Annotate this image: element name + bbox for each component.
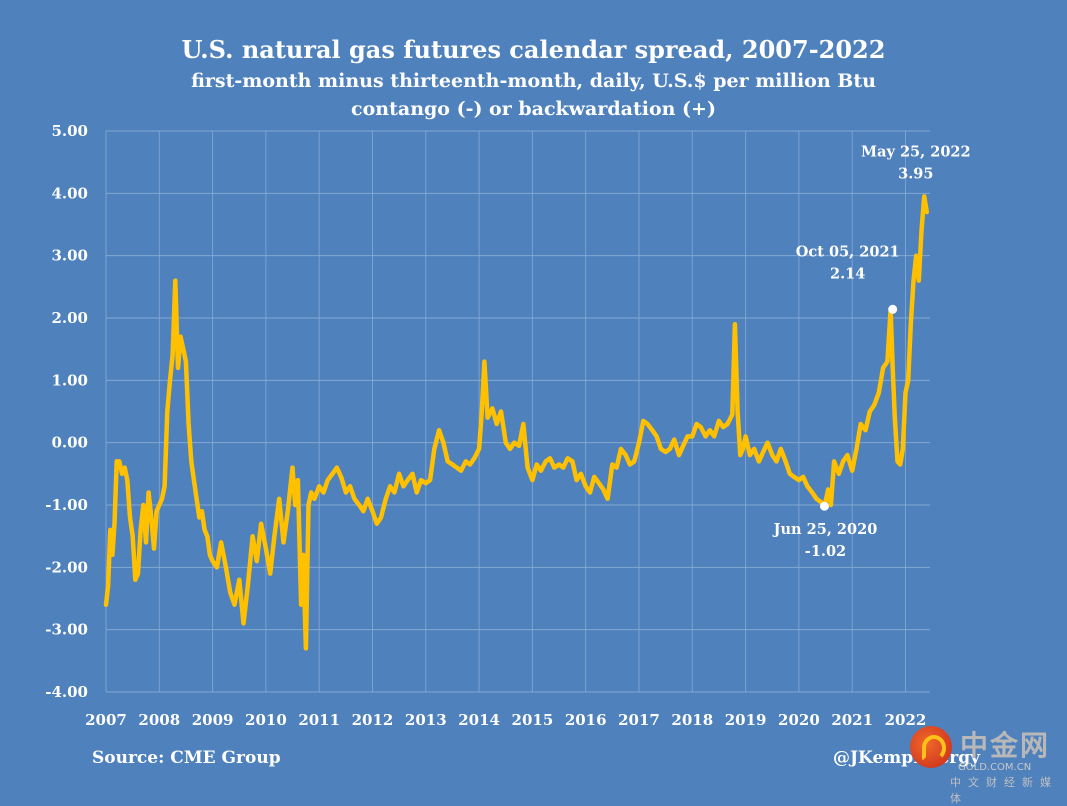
x-tick-label: 2015 bbox=[512, 711, 554, 729]
y-tick-label: -1.00 bbox=[45, 496, 88, 514]
chart-subtitle-units: first-month minus thirteenth-month, dail… bbox=[191, 70, 876, 92]
x-tick-label: 2014 bbox=[458, 711, 500, 729]
y-axis-ticks: 5.00 4.00 3.00 2.00 1.00 0.00 -1.00 -2.00 -3.00 -… bbox=[45, 122, 88, 701]
watermark-url: GOLD.COM.CN bbox=[958, 762, 1032, 773]
x-tick-label: 2020 bbox=[778, 711, 820, 729]
annotation: Oct 05, 2021 2.14 bbox=[796, 243, 900, 314]
y-tick-label: 1.00 bbox=[51, 371, 88, 389]
annotation-value: 2.14 bbox=[830, 265, 865, 282]
x-tick-label: 2017 bbox=[618, 711, 660, 729]
annotations-layer: May 25, 2022 3.95 Oct 05, 2021 2.14 Jun 25, … bbox=[772, 143, 971, 560]
annotation: Jun 25, 2020 -1.02 bbox=[772, 501, 878, 560]
annotation-marker bbox=[819, 501, 829, 511]
source-label: Source: CME Group bbox=[92, 748, 281, 768]
annotation-date: Jun 25, 2020 bbox=[772, 521, 878, 538]
y-tick-label: 3.00 bbox=[51, 247, 88, 265]
series-line bbox=[103, 194, 930, 651]
x-tick-label: 2009 bbox=[192, 711, 234, 729]
x-tick-label: 2019 bbox=[725, 711, 767, 729]
x-tick-label: 2011 bbox=[298, 711, 340, 729]
x-tick-label: 2010 bbox=[245, 711, 287, 729]
x-tick-label: 2008 bbox=[138, 711, 180, 729]
x-tick-label: 2012 bbox=[352, 711, 394, 729]
series-layer bbox=[103, 194, 930, 651]
annotation-marker bbox=[888, 304, 898, 314]
y-tick-label: 2.00 bbox=[51, 309, 88, 327]
y-tick-label: 4.00 bbox=[51, 184, 88, 202]
x-tick-label: 2018 bbox=[671, 711, 713, 729]
x-tick-label: 2007 bbox=[85, 711, 127, 729]
watermark-logo-icon bbox=[910, 726, 952, 768]
y-tick-label: 0.00 bbox=[51, 434, 88, 452]
watermark: 中金网 GOLD.COM.CN 中文财经新媒体 bbox=[908, 726, 1058, 805]
y-tick-label: -4.00 bbox=[45, 683, 88, 701]
x-axis-ticks: 2007 2008 2009 2010 2011 2012 2013 2014 2015 2016… bbox=[85, 711, 926, 729]
annotation-date: May 25, 2022 bbox=[861, 143, 971, 160]
y-tick-label: -3.00 bbox=[45, 621, 88, 639]
chart-title: U.S. natural gas futures calendar spread… bbox=[181, 35, 886, 64]
x-tick-label: 2021 bbox=[831, 711, 873, 729]
watermark-name: 中金网 bbox=[960, 729, 1051, 762]
x-tick-label: 2022 bbox=[885, 711, 927, 729]
watermark-tagline: 中文财经新媒体 bbox=[950, 776, 1058, 805]
annotation-value: 3.95 bbox=[898, 165, 933, 182]
grid-lines bbox=[105, 130, 930, 693]
chart-subtitle-legend: contango (-) or backwardation (+) bbox=[351, 98, 716, 120]
annotation: May 25, 2022 3.95 bbox=[861, 143, 971, 182]
y-tick-label: -2.00 bbox=[45, 558, 88, 576]
x-tick-label: 2016 bbox=[565, 711, 607, 729]
annotation-date: Oct 05, 2021 bbox=[796, 243, 900, 260]
x-tick-label: 2013 bbox=[405, 711, 447, 729]
annotation-value: -1.02 bbox=[805, 543, 846, 560]
y-tick-label: 5.00 bbox=[51, 122, 88, 140]
